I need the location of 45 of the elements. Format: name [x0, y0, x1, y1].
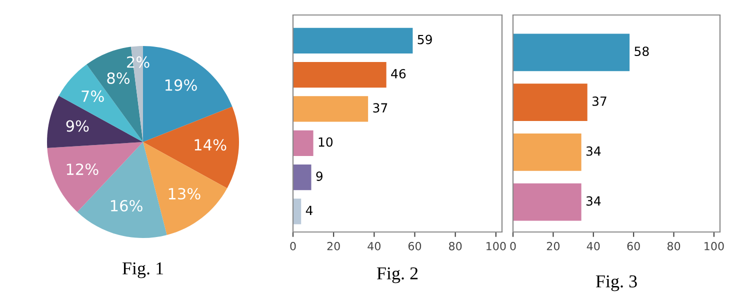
bar: [293, 96, 368, 122]
x-tick-label: 60: [627, 242, 640, 250]
text: Fig. 1: [122, 262, 163, 278]
bar: [513, 84, 588, 122]
text: Fig. 3: [596, 275, 637, 292]
bar: [293, 198, 302, 224]
x-tick-label: 0: [290, 242, 296, 250]
x-tick-label: 40: [368, 242, 380, 250]
data-label: 58: [634, 46, 649, 56]
x-tick-label: 100: [486, 242, 506, 250]
data-label: 10: [318, 137, 333, 147]
data-label: 8%: [107, 72, 130, 84]
bar: [293, 130, 314, 156]
bar: [513, 133, 582, 171]
data-label: 37: [592, 96, 606, 106]
data-label: 4: [306, 206, 313, 215]
text: Fig. 2: [376, 267, 418, 284]
data-label: 19%: [165, 79, 197, 91]
x-tick-label: 80: [667, 242, 680, 250]
data-label: 14%: [194, 139, 226, 151]
data-label: 34: [586, 146, 601, 156]
data-label: 46: [391, 68, 406, 78]
pie-slice: [143, 106, 239, 188]
data-label: 9: [316, 171, 323, 181]
x-tick-label: 60: [408, 242, 422, 250]
x-tick-label: 20: [546, 242, 560, 250]
data-label: 16%: [110, 200, 142, 212]
x-tick-label: 100: [704, 242, 724, 250]
x-tick-label: 80: [449, 242, 462, 250]
data-label: 59: [418, 34, 432, 44]
data-label: 12%: [66, 163, 98, 176]
x-tick-label: 0: [510, 242, 516, 250]
data-label: 13%: [168, 188, 200, 200]
bar: [293, 62, 386, 88]
data-label: 9%: [66, 120, 89, 132]
pie-slice: [47, 142, 143, 212]
bar: [293, 28, 413, 54]
data-label: 7%: [82, 90, 104, 102]
bar: [293, 164, 312, 190]
data-label: 37: [373, 103, 388, 113]
data-label: 34: [586, 196, 601, 206]
bar: [513, 183, 582, 221]
x-tick-label: 20: [327, 242, 340, 250]
bar: [513, 34, 630, 72]
x-tick-label: 40: [586, 242, 600, 250]
